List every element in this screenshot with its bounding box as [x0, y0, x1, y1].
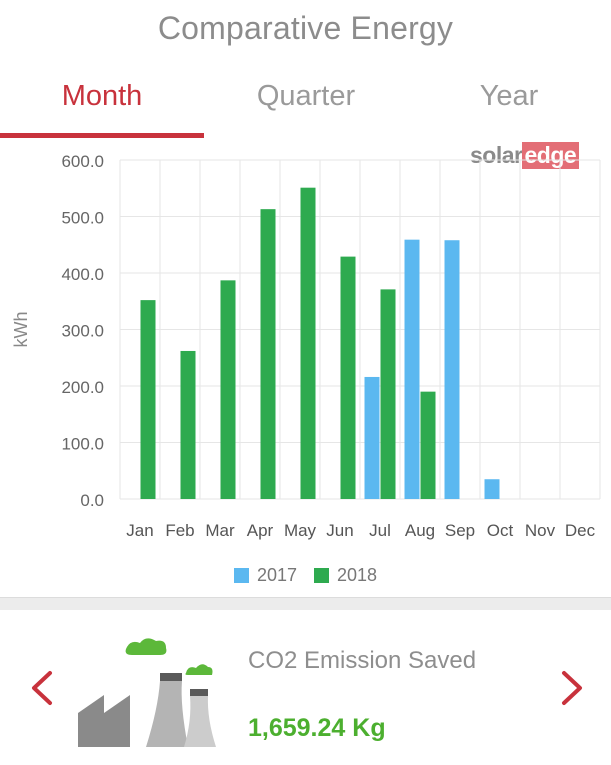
bar-2018-mar — [220, 280, 236, 499]
co2-label: CO2 Emission Saved — [248, 647, 477, 674]
tab-year[interactable]: Year — [479, 80, 539, 112]
bar-2018-jul — [380, 289, 396, 499]
bar-2017-sep — [444, 240, 460, 499]
legend-item-2018[interactable]: 2018 — [314, 565, 377, 586]
x-tick-label: May — [284, 521, 317, 540]
tab-month[interactable]: Month — [61, 80, 143, 112]
x-tick-label: Jun — [326, 521, 353, 540]
bar-2018-jan — [140, 300, 156, 499]
y-tick-label: 400.0 — [61, 265, 104, 284]
bar-2018-apr — [260, 209, 276, 499]
factory-icon — [78, 638, 216, 747]
bar-2017-jul — [364, 376, 380, 499]
x-tick-label: Feb — [165, 521, 194, 540]
legend-label-2018: 2018 — [337, 565, 378, 585]
x-tick-label: Aug — [405, 521, 435, 540]
legend-swatch-2018 — [314, 568, 329, 583]
tab-quarter[interactable]: Quarter — [256, 80, 356, 112]
y-tick-label: 600.0 — [61, 152, 104, 171]
x-tick-label: Mar — [205, 521, 235, 540]
brand-logo: solaredge — [470, 142, 580, 170]
y-tick-label: 0.0 — [80, 491, 104, 510]
legend-item-2017[interactable]: 2017 — [233, 565, 297, 586]
x-tick-label: Jul — [369, 521, 391, 540]
bar-2017-aug — [404, 239, 420, 499]
brand-logo-part2: edge — [522, 142, 580, 169]
chevron-right-icon[interactable] — [552, 663, 592, 713]
section-divider — [0, 597, 611, 610]
co2-value: 1,659.24 Kg — [248, 714, 386, 742]
page-title: Comparative Energy — [157, 10, 454, 46]
x-tick-label: Sep — [445, 521, 475, 540]
x-tick-label: Oct — [487, 521, 514, 540]
chevron-left-icon[interactable] — [22, 663, 62, 713]
y-tick-label: 200.0 — [61, 378, 104, 397]
bar-2018-aug — [420, 391, 436, 499]
y-tick-label: 500.0 — [61, 209, 104, 228]
co2-panel: CO2 Emission Saved 1,659.24 Kg — [0, 609, 611, 765]
legend-label-2017: 2017 — [256, 565, 297, 585]
y-axis-label: kWh — [11, 312, 31, 348]
bar-2017-oct — [484, 479, 500, 499]
bar-2018-jun — [340, 256, 356, 499]
x-tick-label: Dec — [565, 521, 596, 540]
energy-bar-chart: 0.0 100.0 200.0 300.0 400.0 500.0 600.0 kWh Jan F… — [11, 152, 601, 540]
chart-legend: 2017 2018 — [0, 565, 611, 588]
brand-logo-part1: solar — [470, 142, 523, 168]
x-tick-label: Apr — [247, 521, 274, 540]
x-tick-label: Jan — [126, 521, 153, 540]
period-tabs: Month Quarter Year — [0, 72, 611, 140]
legend-swatch-2017 — [233, 568, 249, 583]
bar-2018-may — [300, 187, 316, 499]
x-tick-label: Nov — [525, 521, 556, 540]
y-tick-label: 300.0 — [61, 322, 104, 341]
y-tick-label: 100.0 — [61, 435, 104, 454]
bar-2018-feb — [180, 350, 196, 499]
active-tab-indicator — [0, 133, 204, 138]
